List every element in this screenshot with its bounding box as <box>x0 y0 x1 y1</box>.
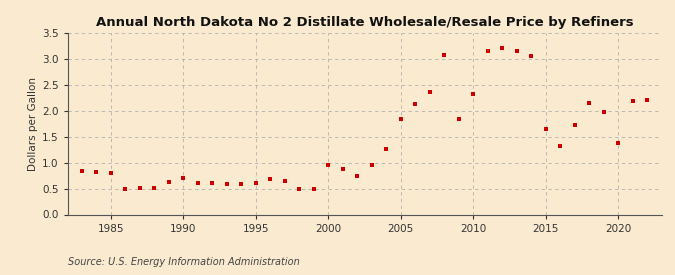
Point <box>569 123 580 128</box>
Point <box>468 92 479 96</box>
Point <box>425 89 435 94</box>
Point <box>482 48 493 53</box>
Point <box>120 187 131 191</box>
Point <box>279 178 290 183</box>
Point <box>439 53 450 57</box>
Title: Annual North Dakota No 2 Distillate Wholesale/Resale Price by Refiners: Annual North Dakota No 2 Distillate Whol… <box>96 16 633 29</box>
Point <box>308 187 319 191</box>
Point <box>584 101 595 105</box>
Point <box>598 110 609 115</box>
Point <box>178 176 189 180</box>
Point <box>555 144 566 148</box>
Point <box>613 141 624 146</box>
Point <box>511 48 522 53</box>
Point <box>396 117 406 121</box>
Point <box>338 167 348 171</box>
Point <box>352 174 362 178</box>
Point <box>497 45 508 50</box>
Point <box>540 127 551 131</box>
Point <box>642 98 653 103</box>
Point <box>236 182 247 186</box>
Point <box>454 116 464 121</box>
Point <box>323 163 333 167</box>
Point <box>526 54 537 59</box>
Point <box>163 180 174 185</box>
Point <box>221 182 232 186</box>
Point <box>381 147 392 151</box>
Point <box>627 99 638 104</box>
Y-axis label: Dollars per Gallon: Dollars per Gallon <box>28 77 38 171</box>
Point <box>367 163 377 167</box>
Point <box>410 102 421 106</box>
Point <box>207 181 218 186</box>
Point <box>192 181 203 185</box>
Point <box>91 170 102 174</box>
Point <box>265 177 275 182</box>
Point <box>76 169 87 173</box>
Point <box>294 186 304 191</box>
Point <box>105 171 116 175</box>
Point <box>250 181 261 186</box>
Text: Source: U.S. Energy Information Administration: Source: U.S. Energy Information Administ… <box>68 257 299 267</box>
Point <box>149 186 160 190</box>
Point <box>134 185 145 190</box>
